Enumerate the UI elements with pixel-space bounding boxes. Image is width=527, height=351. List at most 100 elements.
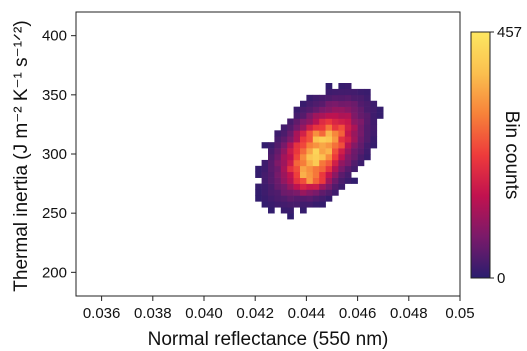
heatmap-bin: [280, 154, 288, 161]
heatmap-bin: [319, 124, 326, 131]
heatmap-bin: [338, 100, 346, 107]
heatmap-bin: [261, 177, 269, 184]
heatmap-bin: [344, 124, 352, 131]
heatmap-bin: [306, 94, 314, 102]
heatmap-bin: [344, 148, 352, 155]
heatmap-bin: [338, 154, 346, 161]
x-tick-label: 0.042: [236, 305, 274, 322]
heatmap-bin: [268, 171, 275, 178]
heatmap-bin: [364, 94, 371, 102]
heatmap-bin: [351, 136, 358, 143]
heatmap-bin: [306, 124, 314, 131]
heatmap-bin: [287, 154, 294, 161]
heatmap-bin: [344, 118, 352, 125]
colorbar: [470, 31, 491, 279]
heatmap-bin: [268, 183, 275, 190]
heatmap-bin: [268, 165, 275, 173]
heatmap-bin: [300, 165, 307, 173]
heatmap-bin: [332, 124, 339, 131]
y-tick-label: 400: [42, 28, 67, 45]
heatmap-bin: [357, 154, 365, 161]
heatmap-bin: [351, 100, 358, 107]
heatmap-bin: [287, 171, 294, 178]
heatmap-bin: [261, 159, 269, 167]
heatmap-bin: [312, 148, 320, 155]
heatmap-bin: [319, 195, 326, 202]
heatmap-bin: [319, 189, 326, 196]
heatmap-bin: [268, 148, 275, 155]
heatmap-bin: [344, 154, 352, 161]
heatmap-bin: [351, 165, 358, 173]
heatmap-bin: [351, 130, 358, 137]
heatmap-bin: [338, 94, 346, 102]
heatmap-bin: [287, 148, 294, 155]
heatmap-bin: [312, 130, 320, 137]
heatmap-bin: [312, 177, 320, 184]
heatmap-bin: [306, 177, 314, 184]
heatmap-bin: [325, 112, 333, 119]
heatmap-bin: [306, 195, 314, 202]
heatmap-bin: [287, 124, 294, 131]
heatmap-bin: [293, 195, 301, 202]
x-axis-title: Normal reflectance (550 nm): [148, 329, 389, 350]
heatmap-bin: [274, 177, 282, 184]
heatmap-bin: [332, 118, 339, 125]
x-tick-label: 0.040: [185, 305, 223, 322]
heatmap-bin: [287, 136, 294, 143]
heatmap-bin: [344, 171, 352, 178]
heatmap-bin: [268, 189, 275, 196]
heatmap-bin: [319, 94, 326, 102]
x-tick-label: 0.038: [134, 305, 172, 322]
heatmap-bin: [300, 130, 307, 137]
heatmap-bin: [351, 106, 358, 113]
heatmap-bin: [306, 159, 314, 167]
heatmap-bin: [364, 130, 371, 137]
x-tick-label: 0.044: [288, 305, 326, 322]
heatmap-bin: [370, 136, 378, 143]
heatmap-bin: [319, 130, 326, 137]
heatmap-bin: [319, 148, 326, 155]
heatmap-bin: [357, 94, 365, 102]
heatmap-bin: [261, 142, 269, 149]
heatmap-bin: [255, 183, 262, 190]
x-tick-label: 0.05: [445, 305, 474, 322]
heatmap-bin: [280, 201, 288, 208]
heatmap-bin: [332, 130, 339, 137]
heatmap-bin: [338, 88, 346, 96]
heatmap-bin: [332, 112, 339, 119]
heatmap-bin: [312, 183, 320, 190]
heatmap-bin: [306, 183, 314, 190]
heatmap-bin: [319, 177, 326, 184]
y-tick-label: 350: [42, 87, 67, 104]
heatmap-bin: [300, 112, 307, 119]
heatmap-bin: [319, 165, 326, 173]
heatmap-bin: [312, 142, 320, 149]
heatmap-bin: [325, 195, 333, 202]
heatmap-bin: [274, 154, 282, 161]
heatmap-bin: [325, 154, 333, 161]
heatmap-bin: [300, 189, 307, 196]
heatmap-bin: [344, 94, 352, 102]
heatmap-bin: [344, 136, 352, 143]
heatmap-bin: [344, 130, 352, 137]
heatmap-bin: [300, 106, 307, 113]
heatmap-bin: [351, 94, 358, 102]
heatmap-bin: [293, 106, 301, 113]
heatmap-bin: [274, 183, 282, 190]
y-axis-title: Thermal inertia (J m⁻² K⁻¹ s⁻¹ᐟ²): [11, 20, 32, 291]
heatmap-bin: [287, 207, 294, 214]
heatmap-bin: [319, 201, 326, 208]
heatmap-bin: [332, 165, 339, 173]
heatmap-bin: [280, 142, 288, 149]
heatmap-bin: [376, 112, 384, 119]
heatmap-bin: [300, 171, 307, 178]
heatmap-bin: [357, 106, 365, 113]
heatmap-bin: [325, 130, 333, 137]
heatmap-bin: [280, 195, 288, 202]
heatmap-bin: [287, 195, 294, 202]
heatmap-bin: [364, 154, 371, 161]
heatmap-bin: [325, 142, 333, 149]
heatmap-bin: [287, 189, 294, 196]
heatmap-bin: [261, 189, 269, 196]
x-tick-label: 0.036: [83, 305, 121, 322]
